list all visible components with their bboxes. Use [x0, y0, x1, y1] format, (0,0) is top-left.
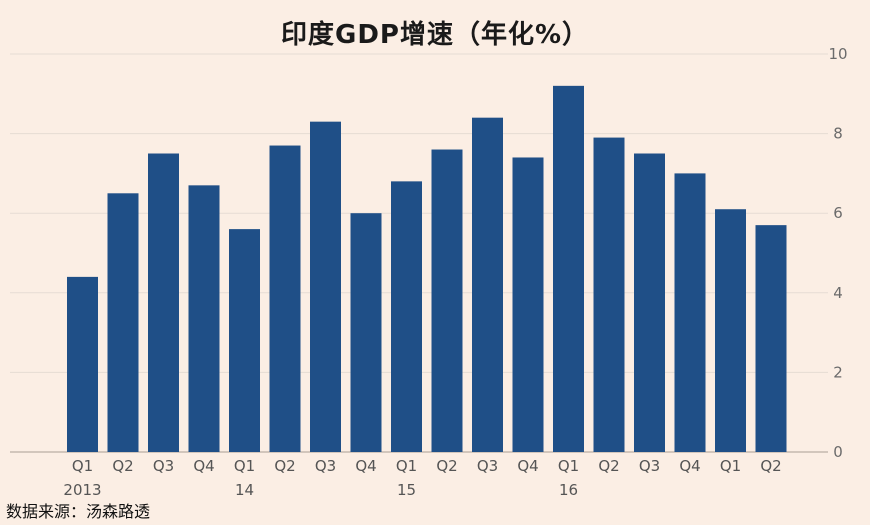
bar	[350, 213, 382, 452]
bar	[391, 181, 422, 453]
bar	[148, 153, 179, 452]
x-tick-label: Q4	[679, 457, 700, 475]
y-tick-label: 10	[828, 45, 847, 63]
x-tick-label: Q2	[274, 457, 295, 475]
bar	[553, 85, 584, 452]
y-tick-label: 2	[833, 363, 843, 381]
y-tick-label: 6	[833, 204, 843, 222]
x-tick-label: Q4	[355, 457, 376, 475]
x-tick-label: Q2	[598, 457, 619, 475]
bar	[634, 153, 665, 452]
bar	[269, 145, 301, 453]
x-tick-label: Q1	[720, 457, 741, 475]
y-tick-label: 4	[833, 284, 843, 302]
x-tick-label: Q2	[436, 457, 457, 475]
x-tick-label: Q1	[72, 457, 93, 475]
x-tick-label: Q2	[760, 457, 781, 475]
bar	[310, 121, 341, 452]
bar	[512, 157, 544, 453]
x-tick-label: Q3	[153, 457, 174, 475]
x-year-label: 15	[397, 481, 416, 499]
chart-title: 印度GDP增速（年化%）	[280, 20, 590, 50]
x-tick-label: Q3	[639, 457, 660, 475]
x-year-label: 16	[559, 481, 578, 499]
bar	[674, 173, 706, 452]
bar	[472, 117, 503, 453]
bar	[593, 137, 625, 452]
x-tick-label: Q4	[517, 457, 538, 475]
bar	[188, 185, 220, 452]
x-tick-label: Q4	[193, 457, 214, 475]
bar	[755, 225, 787, 452]
x-tick-label: Q3	[315, 457, 336, 475]
y-tick-label: 8	[833, 125, 843, 143]
x-tick-label: Q3	[477, 457, 498, 475]
bar	[431, 149, 463, 452]
bar	[229, 229, 260, 452]
bar	[715, 209, 746, 452]
x-year-label: 2013	[63, 481, 101, 499]
x-tick-label: Q1	[396, 457, 417, 475]
source-note: 数据来源：汤森路透	[6, 502, 151, 521]
x-tick-label: Q1	[234, 457, 255, 475]
bar	[107, 193, 139, 453]
x-tick-label: Q1	[558, 457, 579, 475]
bar	[67, 276, 98, 452]
x-tick-label: Q2	[112, 457, 133, 475]
y-tick-label: 0	[833, 443, 843, 461]
x-year-label: 14	[235, 481, 254, 499]
